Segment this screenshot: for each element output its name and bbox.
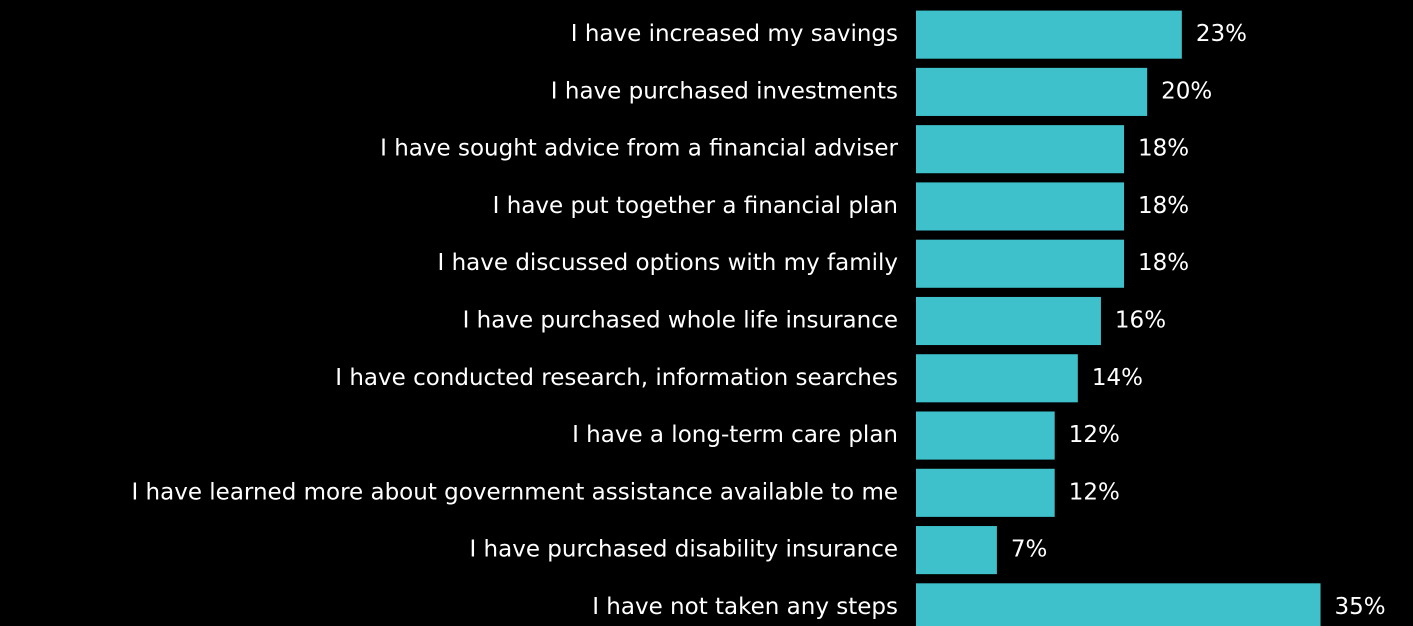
category-label: I have learned more about government ass…: [131, 479, 898, 505]
category-label: I have conducted research, information s…: [335, 365, 898, 391]
bar: [916, 239, 1125, 288]
category-label: I have sought advice from a financial ad…: [380, 136, 898, 162]
bar: [916, 10, 1182, 59]
value-label: 7%: [1011, 537, 1048, 563]
value-label: 12%: [1069, 422, 1120, 448]
bar: [916, 67, 1148, 116]
value-label: 18%: [1138, 136, 1189, 162]
value-label: 12%: [1069, 479, 1120, 505]
category-label: I have purchased disability insurance: [469, 537, 898, 563]
category-label: I have purchased investments: [551, 78, 898, 104]
category-label: I have a long-term care plan: [572, 422, 898, 448]
category-label: I have purchased whole life insurance: [463, 308, 898, 334]
category-label: I have discussed options with my family: [437, 250, 898, 276]
value-label: 18%: [1138, 193, 1189, 219]
bar: [916, 411, 1055, 460]
bar: [916, 296, 1101, 346]
category-label: I have not taken any steps: [592, 594, 898, 620]
bar: [916, 526, 997, 575]
category-label: I have increased my savings: [571, 21, 898, 47]
bar: [916, 182, 1125, 231]
value-label: 14%: [1092, 365, 1143, 391]
value-label: 23%: [1196, 21, 1247, 47]
bar: [916, 354, 1078, 403]
bar: [916, 468, 1055, 517]
value-label: 16%: [1115, 308, 1166, 334]
category-label: I have put together a financial plan: [493, 193, 898, 219]
value-label: 18%: [1138, 250, 1189, 276]
value-label: 20%: [1161, 78, 1212, 104]
value-label: 35%: [1335, 594, 1386, 620]
bar: [916, 583, 1321, 626]
bar: [916, 125, 1125, 174]
